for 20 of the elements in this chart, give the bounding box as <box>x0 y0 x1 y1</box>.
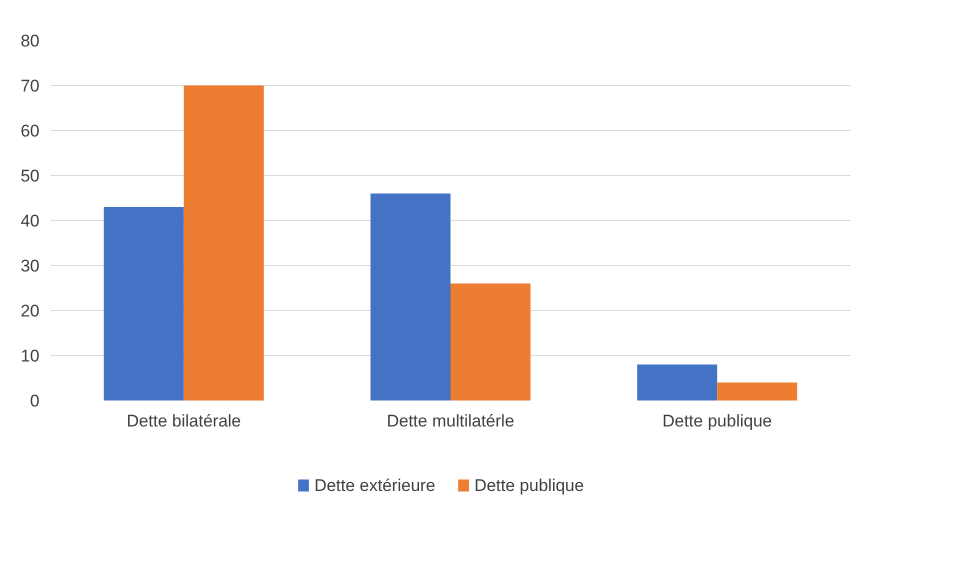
y-tick-label: 50 <box>20 166 40 186</box>
bar <box>370 194 450 400</box>
legend-label: Dette extérieure <box>314 476 436 495</box>
bar <box>450 284 530 400</box>
bar <box>184 86 264 400</box>
y-tick-label: 30 <box>20 256 40 276</box>
bar <box>717 382 798 400</box>
y-tick-label: 20 <box>20 302 40 320</box>
y-tick-label: 10 <box>20 346 40 366</box>
x-tick-label: Dette publique <box>662 412 772 430</box>
x-tick-label: Dette multilatérle <box>386 412 514 430</box>
y-tick-label: 80 <box>20 32 40 50</box>
legend-label: Dette publique <box>474 476 584 495</box>
y-tick-label: 70 <box>20 76 40 96</box>
x-tick-label: Dette bilatérale <box>126 412 242 430</box>
y-tick-label: 60 <box>20 122 40 140</box>
bar <box>637 364 718 400</box>
y-tick-label: 40 <box>20 212 40 230</box>
y-tick-label: 0 <box>30 392 40 410</box>
bar <box>104 207 184 400</box>
